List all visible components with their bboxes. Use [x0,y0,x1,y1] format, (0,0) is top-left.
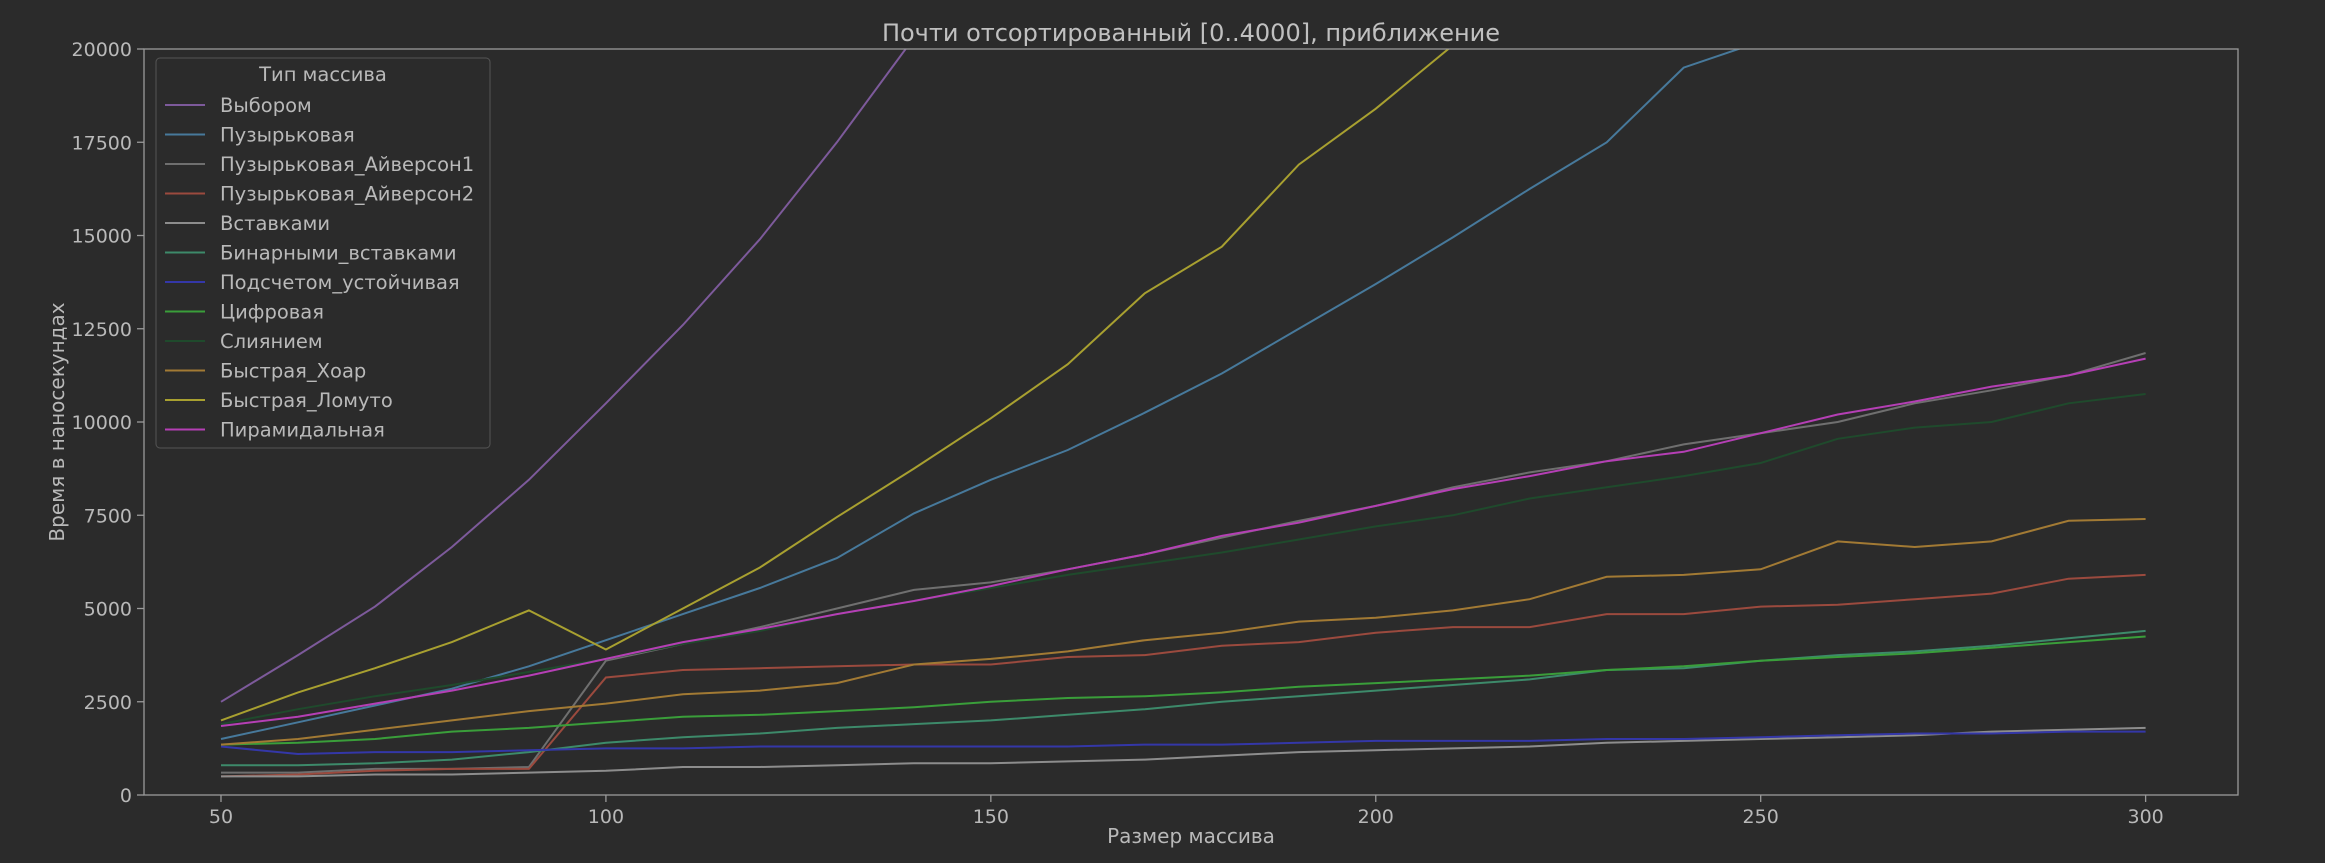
plot-area [220,49,2146,778]
y-tick-label: 20000 [72,39,132,61]
y-tick-label: 10000 [72,412,132,434]
series-line-10 [220,518,2146,746]
series-line-8 [220,635,2146,746]
legend-label: Цифровая [220,301,324,324]
series-line-1 [220,49,907,703]
y-axis-label: Время в наносекундах [45,302,69,541]
series-line-7 [220,730,2146,756]
x-tick-label: 150 [973,806,1009,828]
legend-items: Выбором Пузырьковая Пузырьковая_Айверсон1 П… [165,94,474,442]
legend-label: Быстрая_Ломуто [220,389,393,412]
x-axis-label: Размер массива [1107,824,1275,848]
legend-label: Подсчетом_устойчивая [220,271,460,294]
y-tick-label: 0 [120,785,132,807]
legend-label: Выбором [220,94,312,117]
y-tick-label: 5000 [84,599,132,621]
series-line-9 [220,393,2146,726]
y-tick-label: 12500 [72,319,132,341]
y-tick-label: 7500 [84,505,132,527]
legend-label: Пузырьковая_Айверсон2 [220,183,474,206]
legend-label: Пирамидальная [220,419,385,442]
x-tick-label: 100 [588,806,624,828]
legend-label: Слиянием [220,330,323,353]
legend-label: Пузырьковая [220,124,355,147]
y-tick-label: 17500 [72,132,132,154]
series-line-4 [220,573,2146,778]
series-line-5 [221,726,2146,778]
legend: Тип массива Выбором Пузырьковая Пузырькова… [155,57,491,449]
x-tick-label: 200 [1358,806,1394,828]
x-tick-label: 250 [1743,806,1779,828]
legend-box [155,57,491,449]
x-tick-label: 300 [2127,806,2163,828]
y-tick-label: 15000 [72,226,132,248]
series-line-12 [220,357,2146,727]
legend-label: Пузырьковая_Айверсон1 [220,153,474,176]
series-line-11 [220,49,1450,722]
chart-title: Почти отсортированный [0..4000], приближ… [882,19,1500,47]
y-tick-label: 2500 [84,692,132,714]
legend-label: Быстрая_Хоар [220,360,366,383]
y-axis: 0 2500 5000 7500 10000 12500 15000 17500 20000 [72,39,144,807]
x-axis: 50 100 150 200 250 300 [209,795,2164,828]
legend-title: Тип массива [258,63,387,86]
x-tick-label: 50 [209,806,233,828]
legend-label: Бинарными_вставками [220,242,457,265]
legend-label: Вставками [220,212,330,235]
